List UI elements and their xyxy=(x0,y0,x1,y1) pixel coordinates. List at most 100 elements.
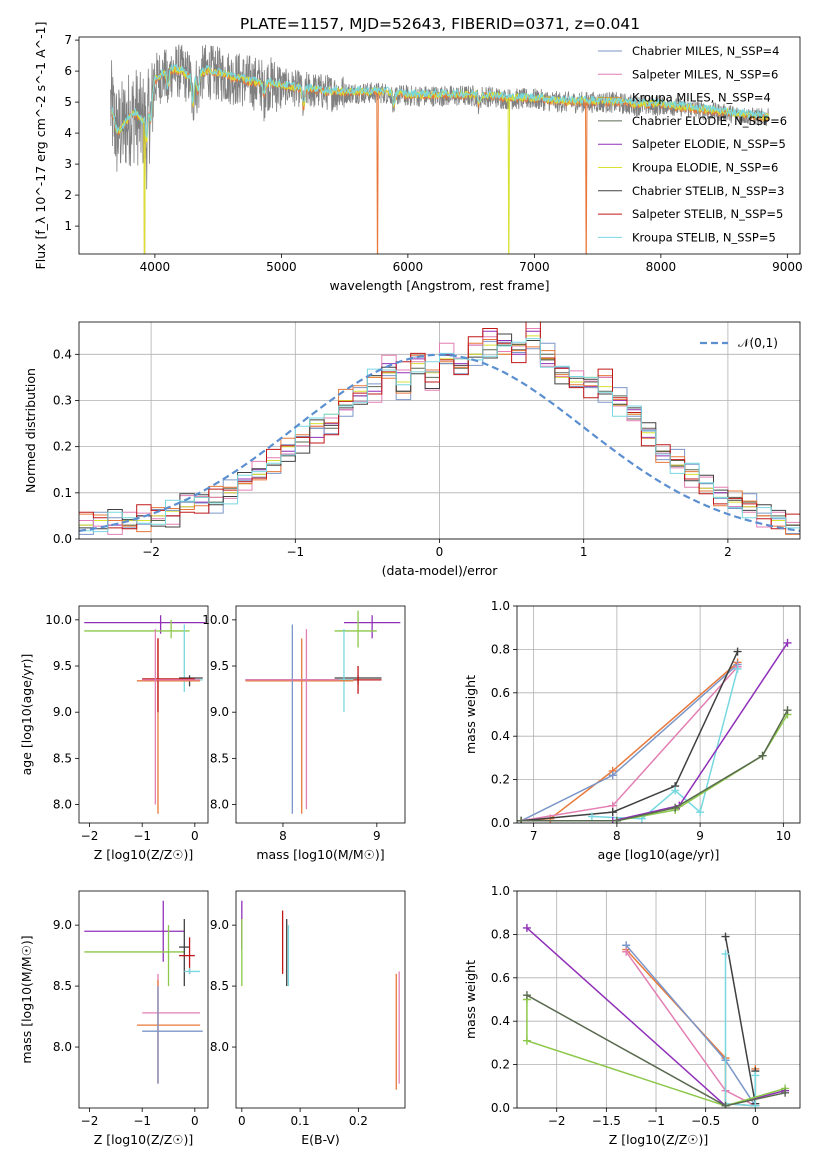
weight-marker-chabrier_stelib xyxy=(608,808,617,817)
x-axis-label: wavelength [Angstrom, rest frame] xyxy=(329,278,549,293)
y-tick-label-2: 0.2 xyxy=(53,440,72,454)
residual-histogram-kroupa_stelib xyxy=(79,338,800,533)
x-tick-label-0: 7 xyxy=(530,829,538,843)
x-tick-label-4: 0 xyxy=(751,1114,759,1128)
x-tick-label-2: 9 xyxy=(696,829,704,843)
y-tick-label-0: 1 xyxy=(64,219,72,233)
plot-area xyxy=(79,322,800,535)
weight-vs-age-panel: 7 8 9 10 0.0 0.2 0.4 0.6 0.8 1.0 age [log10(age/yr… xyxy=(463,599,801,862)
y-tick-label-0: 8.0 xyxy=(53,798,72,812)
y-tick-label-4: 10.0 xyxy=(45,613,72,627)
axes-frame xyxy=(78,605,209,824)
x-axis-label: mass [log10(M/M☉)] xyxy=(256,847,384,862)
weight-line-highlight_green xyxy=(526,999,786,1107)
x-axis-label: Z [log10(Z/Z☉)] xyxy=(94,847,194,862)
axes-decor: −2 −1 0 8.0 8.5 9.0 9.5 10.0 Z [log10(Z/Z☉)] age … xyxy=(19,605,209,862)
x-tick-label-4: 8000 xyxy=(646,260,677,274)
spectrum-legend: Chabrier MILES, N_SSP=4 Salpeter MILES, N… xyxy=(598,44,787,244)
x-tick-label-0: 0 xyxy=(238,1114,246,1128)
y-axis-label: mass weight xyxy=(463,960,478,1039)
y-tick-label-0: 8.0 xyxy=(210,1040,229,1054)
legend-label-8: Kroupa STELIB, N_SSP=5 xyxy=(632,230,776,244)
weight-marker-chabrier_elodie xyxy=(671,803,680,812)
y-tick-label-1: 8.5 xyxy=(53,751,72,765)
axes-decor: −2 −1.5 −1 −0.5 0 0.0 0.2 0.4 0.6 0.8 1.0 Z [log10(… xyxy=(463,884,801,1147)
y-tick-label-4: 0.4 xyxy=(53,347,72,361)
axes-decor: 8 9 8.0 8.5 9.0 9.5 10.0 mass [log10(M/M☉)] xyxy=(202,605,406,862)
y-tick-label-1: 0.2 xyxy=(491,773,510,787)
weight-line-highlight_orange xyxy=(625,949,757,1107)
y-tick-label-4: 5 xyxy=(64,95,72,109)
axes-frame xyxy=(235,890,406,1109)
weight-marker-chabrier_miles xyxy=(608,771,617,780)
x-axis-label: age [log10(age/yr)] xyxy=(598,847,720,862)
x-tick-label-1: 5000 xyxy=(266,260,297,274)
y-tick-label-3: 0.6 xyxy=(491,971,510,985)
x-tick-label-2: 0 xyxy=(191,829,199,843)
y-tick-label-5: 6 xyxy=(64,64,72,78)
x-tick-label-1: −1 xyxy=(133,829,151,843)
residuals-panel: −2 −1 0 1 2 0.0 0.1 0.2 0.3 0.4 (data-model)/error… xyxy=(23,321,801,578)
weight-marker-kroupa_stelib xyxy=(751,1101,760,1108)
y-tick-label-2: 9.0 xyxy=(210,705,229,719)
mass-vs-metallicity-panel: −2 −1 0 8.0 8.5 9.0 Z [log10(Z/Z☉)] mass [log10… xyxy=(19,890,209,1147)
y-axis-label: Flux [f_λ 10^-17 erg cm^-2 s^-1 A^-1] xyxy=(33,22,48,270)
x-tick-label-0: 8 xyxy=(279,829,287,843)
x-tick-label-3: 1 xyxy=(580,545,588,559)
weight-marker-chabrier_elodie xyxy=(517,816,526,823)
y-axis-label: Normed distribution xyxy=(23,368,38,493)
axes-decor: 7 8 9 10 0.0 0.2 0.4 0.6 0.8 1.0 age [log10(age/yr… xyxy=(463,599,801,862)
weight-marker-chabrier_stelib xyxy=(721,932,730,941)
y-tick-label-5: 1.0 xyxy=(491,599,510,613)
x-tick-label-1: −1 xyxy=(286,545,304,559)
y-tick-label-6: 7 xyxy=(64,33,72,47)
y-tick-label-2: 0.4 xyxy=(491,1014,510,1028)
model-spectrum-kroupa_stelib xyxy=(111,63,769,138)
y-tick-label-0: 8.0 xyxy=(53,1040,72,1054)
x-tick-label-1: 0.1 xyxy=(291,1114,310,1128)
x-tick-label-1: −1.5 xyxy=(592,1114,621,1128)
x-tick-label-0: −2 xyxy=(142,545,160,559)
y-axis-label: mass weight xyxy=(463,675,478,754)
observed-spectrum xyxy=(110,44,769,190)
y-tick-label-0: 8.0 xyxy=(210,798,229,812)
axes-decor: 4000 5000 6000 7000 8000 9000 1 2 3 4 5 6 7 wavelengt… xyxy=(33,22,803,293)
y-tick-label-4: 0.8 xyxy=(491,642,510,656)
normal-legend-label: 𝒩(0,1) xyxy=(738,336,778,350)
weight-marker-kroupa_stelib xyxy=(696,808,705,817)
axes-decor: 0 0.1 0.2 8.0 8.5 9.0 E(B-V) xyxy=(210,890,406,1147)
residual-histogram-salpeter_stelib xyxy=(79,322,800,530)
y-tick-label-2: 3 xyxy=(64,157,72,171)
x-tick-label-4: 2 xyxy=(724,545,732,559)
plot-area xyxy=(110,44,769,254)
x-tick-label-3: −0.5 xyxy=(691,1114,720,1128)
weight-marker-chabrier_elodie xyxy=(781,1088,790,1097)
x-tick-label-3: 10 xyxy=(776,829,791,843)
weight-line-salpeter_miles xyxy=(625,951,756,1107)
x-tick-label-2: 0 xyxy=(436,545,444,559)
x-tick-label-5: 9000 xyxy=(772,260,803,274)
plot-area xyxy=(517,638,792,823)
plot-area xyxy=(84,615,206,814)
weight-marker-chabrier_stelib xyxy=(733,647,742,656)
legend-label-6: Chabrier STELIB, N_SSP=3 xyxy=(632,184,784,198)
weight-marker-salpeter_elodie xyxy=(522,923,531,932)
x-axis-label: (data-model)/error xyxy=(382,563,499,578)
x-tick-label-3: 7000 xyxy=(519,260,550,274)
x-tick-label-1: 8 xyxy=(613,829,621,843)
y-tick-label-2: 0.4 xyxy=(491,729,510,743)
x-tick-label-0: 4000 xyxy=(140,260,171,274)
weight-marker-chabrier_elodie xyxy=(783,706,792,715)
figure-title: PLATE=1157, MJD=52643, FIBERID=0371, z=0… xyxy=(240,15,640,33)
weight-marker-kroupa_stelib xyxy=(751,1071,760,1080)
axes-frame xyxy=(516,890,801,1109)
y-tick-label-3: 9.5 xyxy=(53,659,72,673)
axes-frame xyxy=(516,605,801,824)
plot-area xyxy=(84,900,203,1084)
x-tick-label-0: −2 xyxy=(548,1114,566,1128)
weight-marker-kroupa_stelib xyxy=(587,812,596,821)
y-tick-label-4: 10.0 xyxy=(202,613,229,627)
axes-decor: −2 −1 0 8.0 8.5 9.0 Z [log10(Z/Z☉)] mass [log10… xyxy=(19,890,209,1147)
x-axis-label: E(B-V) xyxy=(301,1132,340,1147)
legend-label-2: Kroupa MILES, N_SSP=4 xyxy=(632,91,771,105)
